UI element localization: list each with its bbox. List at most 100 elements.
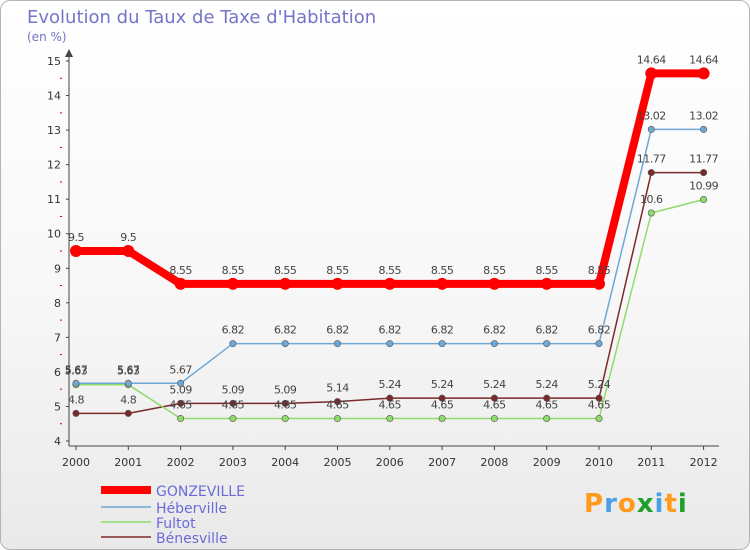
data-point — [595, 415, 603, 423]
data-point — [229, 340, 237, 348]
series-line-0 — [72, 69, 708, 288]
series-3 — [72, 169, 708, 417]
data-label: 5.67 — [65, 363, 88, 376]
data-point — [226, 277, 239, 290]
x-tick-label: 2006 — [376, 456, 404, 469]
y-tick-label: 8 — [54, 297, 61, 310]
data-point — [70, 245, 82, 257]
data-label: 10.6 — [640, 193, 663, 206]
data-point — [700, 125, 708, 133]
data-point — [331, 277, 344, 290]
data-label: 5.24 — [535, 378, 558, 391]
x-tick-label: 2011 — [637, 456, 665, 469]
logo-letter: x — [636, 489, 655, 519]
data-label: 4.65 — [274, 399, 297, 412]
data-label: 5.24 — [431, 378, 454, 391]
data-label: 4.65 — [535, 399, 558, 412]
data-point — [697, 67, 710, 80]
data-point — [122, 245, 135, 257]
data-label: 10.99 — [689, 180, 718, 193]
y-tick-label: 15 — [47, 55, 61, 68]
data-label: 9.5 — [120, 231, 136, 244]
logo-letter: t — [664, 489, 678, 519]
data-label: 4.8 — [120, 393, 136, 406]
logo-letter: i — [654, 489, 665, 519]
y-tick-label: 13 — [47, 124, 61, 137]
logo-letter: o — [617, 489, 637, 519]
data-label: 6.82 — [535, 324, 558, 337]
data-label: 5.09 — [274, 383, 297, 396]
data-label: 8.55 — [431, 264, 454, 277]
data-label: 4.65 — [222, 399, 245, 412]
data-label: 8.55 — [169, 264, 192, 277]
data-label: 5.63 — [117, 365, 140, 378]
data-point — [438, 340, 446, 348]
data-point — [177, 399, 185, 407]
y-tick-label: 5 — [54, 400, 61, 413]
x-tick-label: 2009 — [533, 456, 561, 469]
data-label: 5.14 — [326, 382, 349, 395]
data-point — [490, 415, 498, 423]
data-label: 4.8 — [68, 393, 84, 406]
data-point — [595, 394, 603, 402]
data-label: 6.82 — [431, 324, 454, 337]
y-tick-label: 10 — [47, 228, 61, 241]
data-point — [386, 340, 394, 348]
data-point — [279, 277, 292, 290]
data-point — [540, 277, 553, 290]
data-label: 5.67 — [117, 363, 140, 376]
data-point — [543, 394, 551, 402]
data-point — [177, 415, 185, 423]
data-point — [333, 340, 341, 348]
data-point — [124, 379, 132, 387]
proxiti-logo: Proxiti — [584, 489, 688, 519]
data-label: 5.63 — [65, 365, 88, 378]
data-point — [124, 409, 132, 417]
legend-label-1: Héberville — [156, 501, 227, 517]
data-point — [333, 415, 341, 423]
data-point — [177, 379, 185, 387]
data-label: 14.64 — [637, 53, 666, 66]
logo-letter: r — [604, 489, 618, 519]
data-point — [383, 277, 396, 290]
data-label: 5.09 — [169, 383, 192, 396]
data-label: 13.02 — [637, 109, 666, 122]
data-point — [72, 379, 80, 387]
series-0 — [70, 67, 710, 290]
data-label: 9.5 — [68, 231, 84, 244]
data-label: 8.55 — [326, 264, 349, 277]
y-tick-label: 11 — [47, 193, 61, 206]
y-tick-label: 6 — [54, 366, 61, 379]
data-label: 4.65 — [431, 399, 454, 412]
data-point — [174, 277, 187, 290]
data-point — [647, 209, 655, 217]
x-tick-label: 2002 — [167, 456, 195, 469]
data-point — [438, 415, 446, 423]
data-label: 6.82 — [379, 324, 402, 337]
legend-label-0: GONZEVILLE — [156, 484, 245, 500]
unit-label: (en %) — [27, 30, 67, 44]
chart-title: Evolution du Taux de Taxe d'Habitation — [27, 7, 377, 28]
data-point — [700, 169, 708, 177]
data-point — [543, 340, 551, 348]
data-point — [436, 277, 449, 290]
data-label: 5.24 — [588, 378, 611, 391]
data-point — [595, 340, 603, 348]
data-label: 8.55 — [379, 264, 402, 277]
data-label: 4.65 — [326, 399, 349, 412]
data-point — [490, 394, 498, 402]
y-tick-label: 9 — [54, 262, 61, 275]
series-1 — [72, 125, 708, 387]
data-label: 13.02 — [689, 109, 718, 122]
data-label: 11.77 — [689, 153, 718, 166]
x-tick-label: 2001 — [114, 456, 142, 469]
x-tick-label: 2010 — [585, 456, 613, 469]
data-point — [229, 399, 237, 407]
data-point — [593, 277, 605, 290]
data-point — [386, 394, 394, 402]
y-tick-label: 7 — [54, 331, 61, 344]
data-label: 8.55 — [588, 264, 611, 277]
data-label: 4.65 — [588, 399, 611, 412]
